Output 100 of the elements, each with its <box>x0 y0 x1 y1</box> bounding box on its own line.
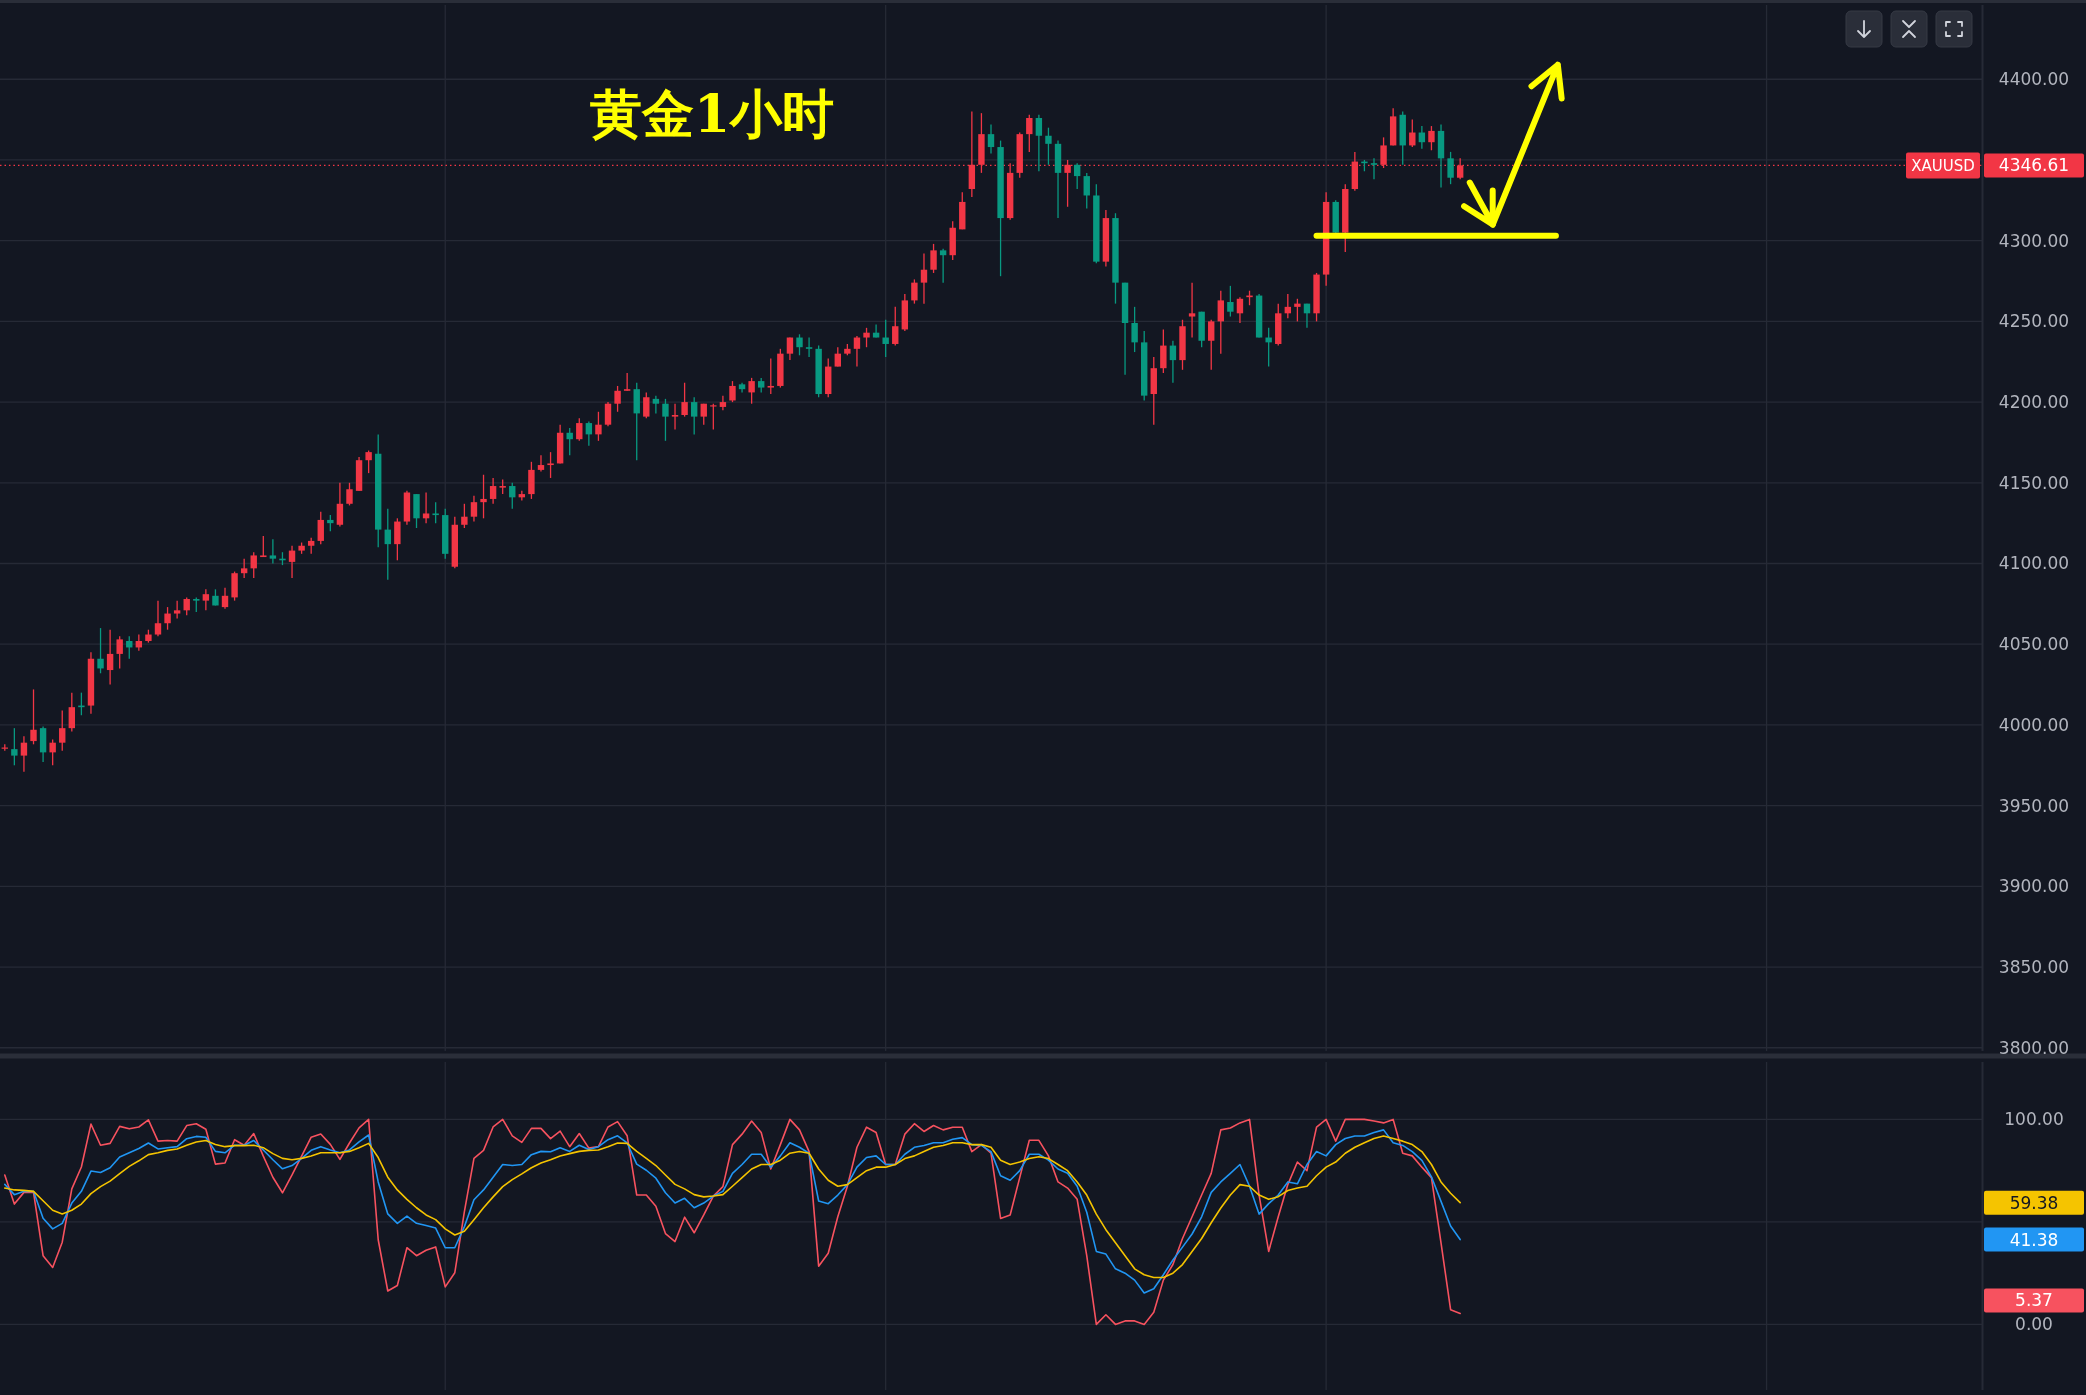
y-tick-label: 4100.00 <box>1998 553 2070 574</box>
candlestick <box>920 252 928 305</box>
candlestick <box>269 538 277 565</box>
candlestick <box>1294 298 1301 323</box>
candlestick <box>1045 127 1052 166</box>
candlestick <box>939 248 947 284</box>
candlestick <box>614 385 621 413</box>
y-tick-label: 4150.00 <box>1998 472 2070 493</box>
candlestick <box>1227 285 1234 318</box>
candlestick <box>1217 290 1224 355</box>
text: 4346.61 <box>1998 155 2070 176</box>
text: 5.37 <box>2015 1290 2053 1311</box>
candlestick <box>537 454 545 473</box>
candlestick <box>853 335 861 368</box>
candlestick <box>911 278 918 305</box>
candlestick <box>116 635 123 670</box>
candlestick <box>106 629 114 686</box>
candlestick <box>346 482 353 507</box>
candlestick <box>317 511 324 545</box>
candlestick <box>662 398 669 442</box>
candlestick <box>1073 162 1081 190</box>
candlestick <box>1083 172 1090 210</box>
y-tick-label: 3950.00 <box>1998 795 2070 816</box>
candlestick <box>11 727 18 766</box>
y-tick-label: 100.00 <box>2004 1109 2064 1130</box>
y-tick-label: 4200.00 <box>1998 392 2070 413</box>
candlestick <box>173 599 181 620</box>
candlestick <box>1208 319 1215 371</box>
candlestick <box>681 382 688 418</box>
candlestick <box>710 403 717 431</box>
candlestick <box>1026 114 1033 153</box>
candlestick <box>767 357 774 395</box>
line-series <box>3 1118 1461 1326</box>
candlestick <box>240 558 248 579</box>
ref-line-label: XAUUSD <box>1911 156 1975 175</box>
candlestick <box>1035 114 1043 172</box>
text: 41.38 <box>2009 1229 2059 1250</box>
candlestick <box>729 380 736 403</box>
candlestick <box>49 738 56 766</box>
text: 黄金1小时 <box>589 83 835 144</box>
y-tick-label: 3800.00 <box>1998 1037 2070 1058</box>
candlestick <box>154 599 162 637</box>
candlestick <box>489 477 497 505</box>
y-tick-label: 4300.00 <box>1998 230 2070 251</box>
candlestick <box>882 319 889 358</box>
candlestick <box>805 336 813 358</box>
y-tick-label: 4250.00 <box>1998 311 2070 332</box>
candlestick <box>547 451 554 479</box>
text: 59.38 <box>2009 1192 2059 1213</box>
y-tick-label: 4050.00 <box>1998 634 2070 655</box>
candlestick <box>719 394 727 411</box>
candlestick <box>202 588 210 611</box>
candlestick <box>288 545 296 579</box>
candlestick <box>863 327 870 348</box>
candlestick <box>470 495 478 523</box>
candlestick <box>1370 157 1378 180</box>
candlestick <box>892 306 899 347</box>
candlestick <box>585 420 593 447</box>
candlestick <box>576 417 583 442</box>
candlestick <box>384 507 391 581</box>
candlestick <box>1131 306 1138 353</box>
candlestick <box>509 482 516 510</box>
candlestick <box>796 333 803 356</box>
candlestick <box>221 587 229 610</box>
candlestick <box>1188 281 1196 339</box>
y-tick-label: 3850.00 <box>1998 957 2070 978</box>
candlestick <box>987 123 995 155</box>
candlestick <box>432 501 439 524</box>
candlestick <box>604 401 612 427</box>
candlestick <box>652 394 660 415</box>
candlestick <box>59 709 66 752</box>
candlestick <box>1447 151 1454 185</box>
candlestick <box>1169 340 1177 384</box>
candlestick <box>30 688 37 745</box>
candlestick <box>422 491 430 524</box>
candlestick <box>336 482 344 528</box>
candlestick <box>394 517 401 561</box>
candlestick <box>872 323 880 339</box>
candlestick <box>1160 328 1167 374</box>
candlestick <box>748 377 755 405</box>
y-tick-label: 4400.00 <box>1998 69 2070 90</box>
candlestick <box>930 243 937 274</box>
candlestick <box>643 391 650 419</box>
candlestick <box>834 346 841 368</box>
candlestick <box>97 627 104 674</box>
candlestick <box>20 735 28 773</box>
candlestick <box>68 692 76 733</box>
candlestick <box>164 606 171 631</box>
candlestick <box>690 396 698 436</box>
y-tick-label: 4000.00 <box>1998 714 2070 735</box>
candlestick <box>461 503 468 529</box>
candlestick <box>480 474 487 519</box>
candlestick <box>595 411 602 442</box>
candlestick <box>365 449 372 474</box>
y-tick-label: 0.00 <box>2015 1314 2053 1335</box>
candlestick <box>250 551 257 579</box>
candlestick <box>1265 327 1272 368</box>
y-tick-label: 3900.00 <box>1998 876 2070 897</box>
candlestick <box>1236 296 1244 324</box>
candlestick <box>671 403 679 431</box>
